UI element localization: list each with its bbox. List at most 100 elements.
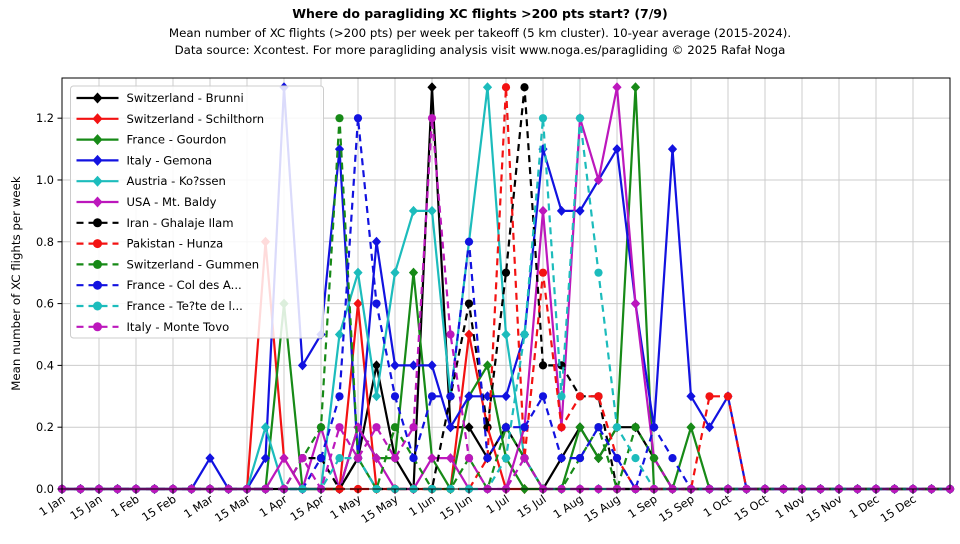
x-tick-label: 15 Jun bbox=[438, 493, 475, 523]
legend-label: France - Te?te de l... bbox=[127, 299, 243, 313]
marker-circle bbox=[427, 392, 437, 401]
marker-diamond bbox=[556, 205, 567, 216]
x-tick-label: 15 May bbox=[359, 492, 401, 526]
marker-diamond bbox=[371, 453, 382, 464]
x-tick-label: 15 Sep bbox=[657, 493, 697, 525]
marker-circle bbox=[594, 268, 603, 277]
marker-circle bbox=[520, 83, 529, 92]
legend: Switzerland - Brunni Switzerland - Schilt… bbox=[70, 85, 324, 339]
y-tick-label: 0.6 bbox=[36, 298, 54, 311]
marker-circle bbox=[353, 453, 363, 463]
x-tick-label: 1 Apr bbox=[257, 492, 290, 520]
marker-diamond bbox=[427, 82, 437, 93]
marker-diamond bbox=[334, 329, 345, 340]
x-tick-label: 1 Oct bbox=[701, 492, 734, 520]
marker-circle bbox=[538, 114, 548, 123]
marker-circle bbox=[335, 114, 344, 123]
x-tick-label: 1 Jun bbox=[407, 493, 438, 519]
marker-diamond bbox=[482, 82, 493, 93]
marker-diamond bbox=[445, 453, 456, 464]
marker-diamond bbox=[686, 391, 696, 402]
marker-diamond bbox=[464, 329, 474, 340]
marker-diamond bbox=[667, 144, 678, 155]
marker-diamond bbox=[334, 144, 345, 155]
marker-circle bbox=[575, 392, 585, 401]
marker-diamond bbox=[390, 267, 400, 278]
x-tick-label: 15 Jul bbox=[515, 493, 549, 521]
legend-label: Iran - Ghalaje Ilam bbox=[127, 216, 234, 230]
marker-circle bbox=[335, 453, 344, 463]
x-tick-label: 15 Jan bbox=[68, 493, 105, 523]
legend-label: France - Gourdon bbox=[127, 133, 227, 147]
marker-circle bbox=[427, 114, 437, 123]
legend-item-italy-gemona: Italy - Gemona bbox=[76, 153, 213, 167]
marker-circle bbox=[446, 330, 455, 339]
marker-circle bbox=[520, 330, 529, 339]
marker-diamond bbox=[686, 422, 696, 433]
legend-item-switzerland-gummen: Switzerland - Gummen bbox=[76, 257, 260, 271]
marker-diamond bbox=[704, 422, 715, 433]
legend-marker bbox=[93, 322, 102, 332]
legend-item-iran-ghalaje-ilam: Iran - Ghalaje Ilam bbox=[76, 216, 234, 230]
x-tick-label: 1 May bbox=[328, 492, 364, 522]
x-tick-label: 15 Mar bbox=[213, 492, 253, 524]
marker-circle bbox=[649, 423, 659, 432]
x-tick-label: 1 Sep bbox=[626, 493, 660, 521]
marker-diamond bbox=[297, 360, 308, 371]
marker-circle bbox=[631, 423, 640, 432]
legend-label: Italy - Gemona bbox=[127, 153, 213, 167]
marker-diamond bbox=[501, 329, 511, 340]
chart-source-note: Data source: Xcontest. For more paraglid… bbox=[174, 43, 786, 57]
x-tick-label: 15 Dec bbox=[878, 493, 918, 526]
x-tick-label: 15 Oct bbox=[732, 492, 771, 524]
marker-diamond bbox=[427, 360, 437, 371]
marker-circle bbox=[520, 453, 529, 463]
marker-circle bbox=[649, 453, 659, 463]
marker-diamond bbox=[260, 453, 271, 464]
x-tick-label: 1 Mar bbox=[182, 492, 216, 521]
marker-circle bbox=[464, 299, 474, 308]
legend-label: USA - Mt. Baldy bbox=[127, 195, 217, 209]
legend-label: Italy - Monte Tovo bbox=[127, 320, 230, 334]
marker-circle bbox=[705, 392, 714, 401]
legend-item-france-te-te-de-l: France - Te?te de l... bbox=[76, 299, 243, 313]
y-tick-label: 0.0 bbox=[36, 483, 54, 496]
marker-circle bbox=[594, 392, 603, 401]
marker-diamond bbox=[427, 205, 437, 216]
legend-item-austria-ko-ssen: Austria - Ko?ssen bbox=[76, 174, 226, 188]
marker-diamond bbox=[445, 422, 456, 433]
marker-diamond bbox=[593, 174, 604, 185]
marker-diamond bbox=[482, 360, 493, 371]
x-tick-label: 1 Feb bbox=[109, 493, 142, 521]
legend-marker bbox=[92, 134, 103, 146]
x-tick-label: 1 Jan bbox=[37, 493, 68, 519]
marker-circle bbox=[538, 392, 548, 401]
legend-item-italy-monte-tovo: Italy - Monte Tovo bbox=[76, 320, 230, 334]
legend-marker bbox=[92, 113, 103, 125]
marker-circle bbox=[557, 423, 566, 432]
marker-circle bbox=[390, 392, 400, 401]
marker-diamond bbox=[464, 391, 474, 402]
marker-circle bbox=[316, 423, 326, 432]
marker-circle bbox=[538, 361, 548, 370]
marker-circle bbox=[372, 299, 381, 308]
x-tick-label: 1 Jul bbox=[484, 493, 512, 517]
marker-circle bbox=[483, 453, 492, 463]
legend-marker bbox=[93, 239, 102, 249]
marker-diamond bbox=[612, 144, 622, 155]
marker-circle bbox=[501, 83, 511, 92]
legend-label: Switzerland - Schilthorn bbox=[127, 112, 265, 126]
marker-diamond bbox=[538, 205, 548, 216]
y-axis-title: Mean number of XC flights per week bbox=[9, 176, 23, 391]
legend-marker bbox=[93, 259, 102, 269]
legend-item-switzerland-brunni: Switzerland - Brunni bbox=[76, 91, 244, 105]
y-tick-label: 0.4 bbox=[36, 359, 54, 372]
marker-circle bbox=[520, 423, 529, 432]
legend-marker bbox=[93, 301, 102, 311]
legend-item-usa-mt-baldy: USA - Mt. Baldy bbox=[76, 195, 217, 209]
marker-diamond bbox=[371, 360, 382, 371]
marker-circle bbox=[557, 392, 566, 401]
legend-label: Switzerland - Gummen bbox=[127, 257, 260, 271]
